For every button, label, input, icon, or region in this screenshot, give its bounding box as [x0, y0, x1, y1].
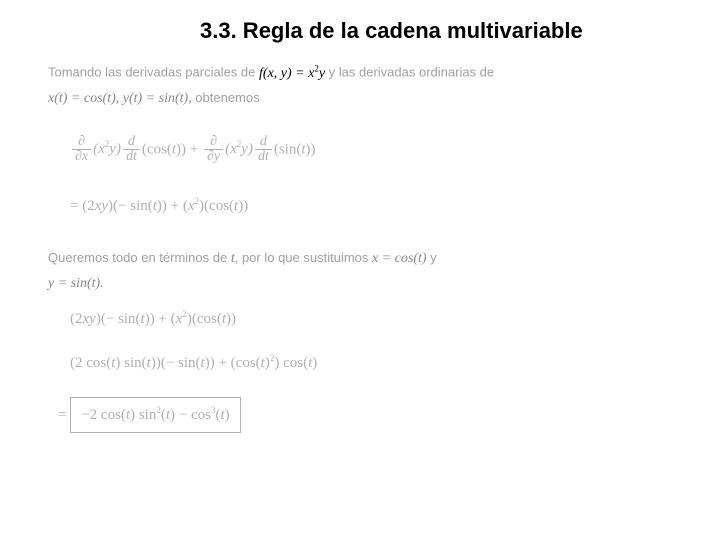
equation-5: = −2 cos(t) sin2(t) − cos3(t): [48, 397, 608, 434]
eq1-term2: (cos(t)): [142, 141, 186, 157]
p1-math-fxy: f(x, y) = x2y: [259, 66, 325, 81]
eq1-term4: (sin(t)): [274, 141, 316, 157]
eq5-body: −2 cos(t) sin2(t) − cos3(t): [81, 407, 229, 423]
eq5-equals: =: [58, 407, 70, 423]
eq1-frac-dt1-den: dt: [123, 149, 140, 165]
body-content: Tomando las derivadas parciales de f(x, …: [48, 62, 608, 433]
eq1-plus: +: [186, 141, 202, 157]
eq1-frac-dt1: d dt: [123, 135, 140, 165]
p3-text-a: Queremos todo en términos de: [48, 250, 231, 265]
equation-4: (2 cos(t) sin(t))(− sin(t)) + (cos(t)2) …: [48, 352, 608, 375]
p4-sub-y: y = sin(t).: [48, 276, 104, 291]
eq1-term3: (x2y): [225, 141, 253, 157]
p2-text-b: obtenemos: [192, 90, 260, 105]
paragraph-2-line-1: Queremos todo en términos de t, por lo q…: [48, 248, 608, 269]
eq1-frac-dx-num: ∂: [75, 135, 88, 150]
p2-math-xt-yt: x(t) = cos(t), y(t) = sin(t),: [48, 91, 192, 106]
eq4-body: (2 cos(t) sin(t))(− sin(t)) + (cos(t)2) …: [70, 355, 317, 371]
paragraph-1-line-2: x(t) = cos(t), y(t) = sin(t), obtenemos: [48, 88, 608, 109]
eq1-frac-dt2-num: d: [257, 135, 270, 150]
eq1-frac-dy-den: ∂y: [204, 149, 223, 165]
eq1-frac-dt2: d dt: [255, 135, 272, 165]
eq1-frac-dt1-num: d: [125, 135, 138, 150]
eq1-frac-dx-den: ∂x: [72, 149, 91, 165]
p3-sub-x: x = cos(t): [372, 251, 427, 266]
p3-text-c: y: [427, 250, 437, 265]
p1-text-a: Tomando las derivadas parciales de: [48, 65, 259, 80]
paragraph-2-line-2: y = sin(t).: [48, 273, 608, 294]
equation-2: = (2xy)(− sin(t)) + (x2)(cos(t)): [48, 195, 608, 218]
p1-text-b: y las derivadas ordinarias de: [325, 65, 494, 80]
eq1-frac-dx: ∂ ∂x: [72, 135, 91, 165]
eq2-equals: =: [70, 198, 82, 214]
eq1-frac-dy: ∂ ∂y: [204, 135, 223, 165]
eq1-frac-dt2-den: dt: [255, 149, 272, 165]
section-heading: 3.3. Regla de la cadena multivariable: [200, 18, 583, 44]
eq1-term1: (x2y): [93, 141, 121, 157]
eq3-body: (2xy)(− sin(t)) + (x2)(cos(t)): [70, 311, 236, 327]
eq5-boxed-result: −2 cos(t) sin2(t) − cos3(t): [70, 397, 240, 434]
p3-text-b: , por lo que sustituimos: [235, 250, 372, 265]
eq1-frac-dy-num: ∂: [207, 135, 220, 150]
paragraph-1-line-1: Tomando las derivadas parciales de f(x, …: [48, 62, 608, 84]
eq2-body: (2xy)(− sin(t)) + (x2)(cos(t)): [82, 198, 248, 214]
equation-1: ∂ ∂x (x2y) d dt (cos(t)) + ∂ ∂y (x2y) d …: [48, 135, 608, 165]
equation-3: (2xy)(− sin(t)) + (x2)(cos(t)): [48, 308, 608, 331]
